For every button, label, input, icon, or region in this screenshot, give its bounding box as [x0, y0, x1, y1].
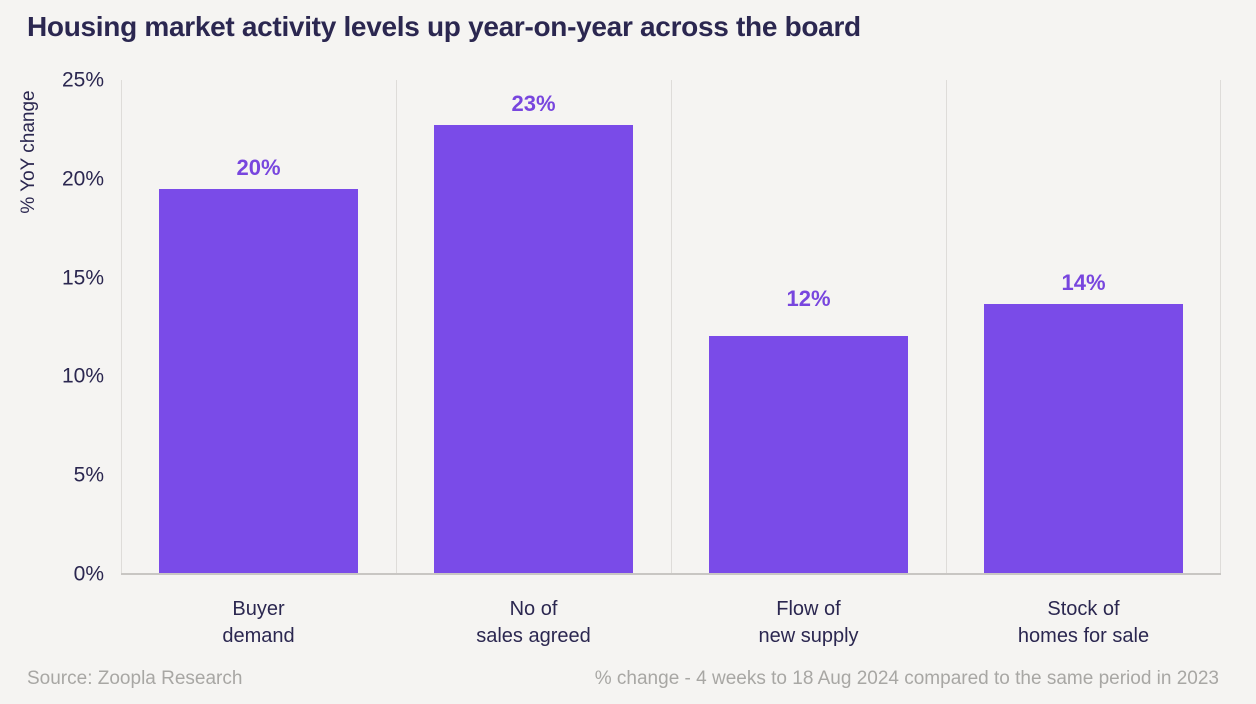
bar-value-label: 12%	[786, 285, 831, 311]
y-tick-label: 10%	[61, 364, 104, 388]
x-axis-line	[121, 573, 1221, 575]
x-category-label: Stock of homes for sale	[1017, 598, 1150, 647]
panel-separator-line	[121, 80, 122, 574]
bar-homes-for-sale	[983, 304, 1184, 574]
y-tick-label: 20%	[61, 167, 104, 191]
bar-group-sales-agreed: 23%	[396, 80, 671, 574]
x-category-label: No of sales agreed	[476, 598, 591, 647]
x-category-label: Flow of new supply	[758, 598, 859, 647]
bar-value-label: 23%	[511, 91, 556, 117]
panel-separator-line	[396, 80, 397, 574]
panel-separator-line	[1220, 80, 1221, 574]
chart-title: Housing market activity levels up year-o…	[27, 11, 861, 42]
y-tick-label: 25%	[61, 68, 104, 92]
y-tick-label: 0%	[73, 562, 104, 586]
bar-buyer-demand	[158, 188, 359, 574]
y-tick-label: 5%	[73, 463, 104, 487]
bar-new-supply	[708, 335, 909, 574]
bar-value-label: 14%	[1061, 270, 1106, 296]
bar-group-homes-for-sale: 14%	[946, 80, 1221, 574]
plot-area: 20% 23% 12% 14%	[121, 80, 1221, 575]
y-tick-label: 15%	[61, 266, 104, 290]
x-category-label: Buyer demand	[222, 598, 295, 647]
bar-sales-agreed	[433, 125, 634, 574]
x-axis-labels: Buyer demand No of sales agreed Flow of …	[121, 596, 1221, 650]
footnote: % change - 4 weeks to 18 Aug 2024 compar…	[594, 668, 1219, 689]
source-credit: Source: Zoopla Research	[27, 668, 243, 689]
bar-group-new-supply: 12%	[671, 80, 946, 574]
panel-separator-line	[671, 80, 672, 574]
bar-value-label: 20%	[236, 154, 281, 180]
bar-group-buyer-demand: 20%	[121, 80, 396, 574]
panel-separator-line	[946, 80, 947, 574]
y-axis-ticks: 0% 5% 10% 15% 20% 25%	[0, 70, 104, 585]
